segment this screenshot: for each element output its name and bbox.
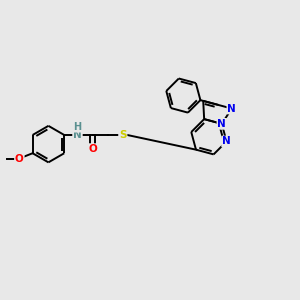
Text: O: O bbox=[15, 154, 24, 164]
Text: N: N bbox=[73, 130, 82, 140]
Text: O: O bbox=[88, 144, 97, 154]
Text: S: S bbox=[119, 130, 127, 140]
Text: N: N bbox=[222, 136, 231, 146]
Text: H: H bbox=[74, 122, 82, 132]
Text: N: N bbox=[218, 119, 226, 129]
Text: N: N bbox=[227, 103, 236, 113]
